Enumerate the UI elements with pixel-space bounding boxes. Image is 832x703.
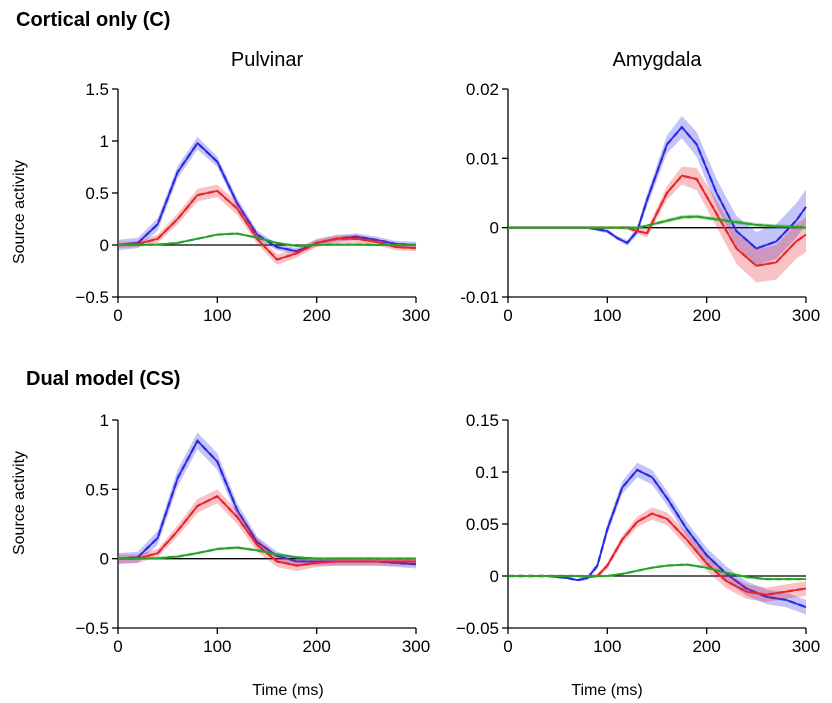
x-tick-label: 200 — [302, 637, 330, 656]
y-axis-label-bottom: Source activity — [11, 451, 28, 555]
y-tick-label: 0 — [100, 236, 109, 255]
x-tick-label: 300 — [792, 306, 820, 325]
y-tick-label: 0.1 — [475, 463, 499, 482]
panel-title: Pulvinar — [231, 49, 304, 71]
x-tick-label: 100 — [203, 306, 231, 325]
y-tick-label: 0 — [490, 567, 499, 586]
y-tick-label: 0.01 — [466, 149, 499, 168]
x-tick-label: 300 — [792, 637, 820, 656]
x-tick-label: 0 — [503, 637, 512, 656]
series-blue-dashed-line — [508, 125, 807, 250]
x-tick-label: 100 — [593, 637, 621, 656]
x-tick-label: 200 — [302, 306, 330, 325]
y-tick-label: 0 — [490, 219, 499, 238]
y-tick-label: 0.5 — [85, 184, 109, 203]
series-red-dashed-line — [117, 189, 417, 261]
y-tick-label: 0.15 — [466, 411, 499, 430]
series-green-dashed-line — [118, 546, 416, 560]
x-tick-label: 0 — [503, 306, 512, 325]
series-blue-band — [508, 116, 806, 266]
y-tick-label: 1.5 — [85, 80, 109, 99]
y-axis-label-top: Source activity — [11, 160, 28, 264]
x-axis-label-right: Time (ms) — [571, 682, 642, 699]
series-red-band — [508, 166, 806, 283]
x-axis-label-left: Time (ms) — [252, 682, 323, 699]
x-tick-label: 200 — [692, 637, 720, 656]
series-red-line — [117, 190, 417, 261]
x-tick-label: 200 — [692, 306, 720, 325]
y-tick-label: −0.5 — [75, 288, 109, 307]
section-title-dual: Dual model (CS) — [26, 368, 180, 390]
y-tick-label: 1 — [100, 132, 109, 151]
y-tick-label: -0.01 — [460, 288, 499, 307]
series-blue-dashed-line — [117, 438, 417, 566]
series-red-band — [508, 507, 806, 602]
x-tick-label: 100 — [593, 306, 621, 325]
x-tick-label: 300 — [402, 306, 430, 325]
series-red-band — [118, 489, 416, 572]
x-tick-label: 100 — [203, 637, 231, 656]
y-tick-label: −0.05 — [456, 619, 499, 638]
series-green-dashed-line — [118, 232, 416, 248]
series-green-dashed-line — [508, 563, 806, 581]
y-tick-label: 0.05 — [466, 515, 499, 534]
y-tick-label: 1 — [100, 411, 109, 430]
y-tick-label: 0.02 — [466, 80, 499, 99]
panel-cortical-pulvinar: Pulvinar−0.500.511.50 100 200 300 — [75, 49, 430, 325]
section-title-cortical: Cortical only (C) — [16, 9, 170, 31]
series-green-band — [508, 214, 806, 230]
y-tick-label: 0.5 — [85, 480, 109, 499]
y-tick-label: −0.5 — [75, 619, 109, 638]
series-blue-dashed-line — [508, 468, 807, 609]
y-tick-label: 0 — [100, 550, 109, 569]
x-tick-label: 0 — [113, 637, 122, 656]
panel-dual-pulvinar: −0.500.510 100 200 300 — [75, 411, 430, 656]
panel-title: Amygdala — [613, 49, 703, 71]
series-red-dashed-line — [508, 512, 807, 596]
series-red-band — [118, 184, 416, 265]
series-red-line — [508, 512, 807, 596]
x-tick-label: 300 — [402, 637, 430, 656]
x-tick-label: 0 — [113, 306, 122, 325]
series-green-dashed-line — [508, 215, 807, 229]
